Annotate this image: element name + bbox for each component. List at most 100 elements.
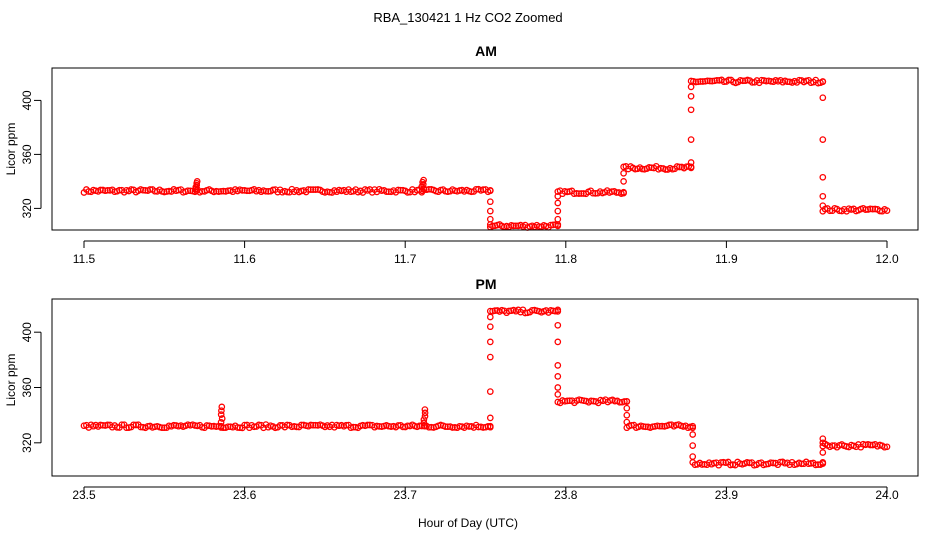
am-x-tick-label: 11.7	[394, 252, 417, 266]
am-x-tick-label: 12.0	[875, 252, 899, 266]
pm-data-point	[486, 422, 494, 430]
am-data-point	[575, 190, 583, 197]
pm-data-point	[234, 424, 241, 431]
am-data-point	[486, 198, 494, 206]
am-data-point	[139, 186, 147, 194]
pm-data-point	[491, 307, 499, 314]
pm-data-point	[819, 439, 827, 447]
pm-data-point	[819, 460, 827, 467]
pm-data-point	[217, 422, 225, 430]
am-data-point	[554, 207, 562, 215]
am-data-point	[706, 77, 714, 85]
pm-data-point	[486, 353, 494, 361]
pm-data-point	[656, 422, 664, 430]
am-data-point	[819, 136, 827, 143]
pm-data-point	[224, 423, 232, 431]
am-data-point	[692, 78, 700, 86]
am-data-point	[486, 221, 494, 228]
pm-data-point	[420, 419, 428, 427]
am-data-point	[704, 77, 711, 85]
pm-data-point	[255, 421, 263, 429]
am-y-tick-label: 320	[20, 198, 34, 218]
am-data-point	[238, 187, 246, 194]
pm-data-point	[554, 384, 562, 391]
am-data-point	[305, 186, 312, 193]
pm-y-tick-label: 360	[20, 377, 34, 397]
pm-data-point	[623, 418, 631, 426]
pm-data-point	[689, 453, 697, 460]
am-data-point	[819, 94, 827, 102]
am-plot-frame	[51, 67, 919, 231]
am-data-point	[547, 221, 555, 229]
pm-x-tick-label: 24.0	[875, 488, 899, 502]
pm-data-point	[623, 397, 631, 405]
am-data-point	[510, 222, 517, 230]
pm-data-point	[217, 418, 225, 426]
am-data-point	[819, 192, 827, 200]
pm-data-point	[421, 422, 429, 430]
pm-data-point	[420, 416, 428, 423]
am-x-axis: 11.5 11.6 11.7 11.8 11.9 12.0	[73, 240, 899, 266]
am-data-point	[104, 186, 111, 194]
am-data-point	[554, 215, 562, 223]
am-data-point	[589, 189, 597, 197]
pm-data-point	[883, 443, 891, 451]
pm-data-point	[623, 411, 631, 419]
pm-x-tick-label: 23.9	[715, 488, 739, 502]
pm-data-point	[475, 423, 482, 431]
pm-y-tick-label: 320	[20, 432, 34, 452]
pm-y-axis: 320 360 400	[20, 322, 42, 453]
pm-data-point	[486, 414, 494, 422]
pm-data-point	[621, 398, 628, 405]
pm-x-tick-label: 23.8	[554, 488, 578, 502]
am-data-point	[554, 199, 562, 207]
am-data-point	[577, 190, 585, 197]
pm-x-tick-label: 23.7	[394, 488, 418, 502]
am-panel-title: AM	[475, 43, 497, 59]
pm-data-point	[421, 412, 429, 420]
pm-data-point	[623, 404, 631, 412]
pm-panel-title: PM	[476, 276, 497, 292]
am-data-point	[694, 78, 702, 86]
pm-data-point	[689, 431, 697, 438]
pm-data-point	[218, 403, 226, 411]
am-data-point	[819, 173, 827, 181]
pm-data-point	[218, 407, 225, 415]
am-x-tick-label: 11.5	[73, 252, 96, 266]
pm-data-point	[425, 423, 433, 431]
am-x-tick-label: 11.9	[715, 252, 738, 266]
am-data-point	[762, 77, 770, 85]
am-data-point	[383, 188, 390, 195]
am-data-point	[819, 78, 827, 85]
am-data-point	[883, 207, 891, 214]
am-data-point	[620, 188, 627, 196]
am-data-point	[554, 192, 562, 200]
am-data-point	[307, 186, 315, 193]
pm-data-point	[113, 424, 121, 431]
am-data-point	[687, 92, 695, 100]
pm-data-point	[307, 421, 315, 429]
pm-data-point	[819, 435, 827, 443]
pm-data-point	[312, 421, 319, 429]
pm-data-point	[99, 421, 107, 429]
am-data-point	[554, 222, 562, 230]
pm-data-point	[689, 422, 697, 430]
am-data-point	[620, 178, 627, 185]
figure-title: RBA_130421 1 Hz CO2 Zoomed	[373, 10, 562, 25]
am-data-point	[697, 78, 704, 85]
am-data-point	[486, 215, 494, 223]
pm-data-point	[658, 422, 666, 430]
pm-data-point	[217, 411, 225, 418]
pm-plot-frame	[51, 298, 919, 477]
am-data-point	[620, 169, 627, 177]
am-data-point	[193, 178, 201, 185]
am-data-point	[570, 190, 578, 198]
am-data-point	[312, 186, 319, 193]
am-data-point	[394, 186, 402, 194]
am-y-tick-label: 400	[20, 90, 34, 110]
pm-data-point	[421, 409, 429, 417]
pm-data-point	[486, 313, 494, 321]
am-x-tick-label: 11.6	[233, 252, 256, 266]
pm-data-points	[80, 306, 891, 469]
